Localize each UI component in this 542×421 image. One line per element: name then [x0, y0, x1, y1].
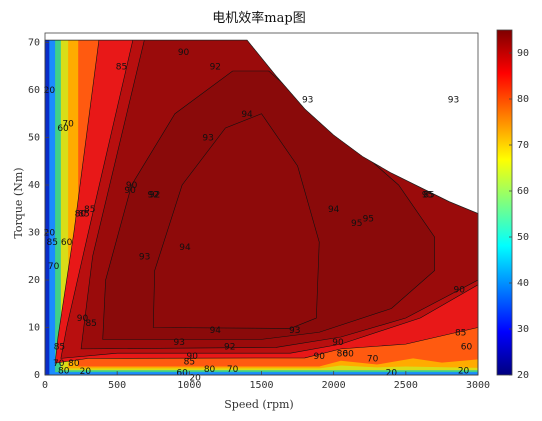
contour-label: 93 [448, 96, 459, 106]
contour-label: 90 [332, 338, 344, 348]
x-tick-label: 1500 [249, 380, 273, 391]
contour-label: 93 [302, 96, 313, 106]
contour-label: 90 [186, 352, 198, 362]
x-tick-label: 0 [42, 380, 48, 391]
contour-label: 93 [174, 338, 185, 348]
contour-94 [152, 113, 320, 329]
contour-label: 70 [48, 262, 60, 272]
contour-label: 60 [461, 343, 473, 353]
contour-label: 80 [68, 359, 80, 369]
x-tick-label: 2500 [394, 380, 418, 391]
contour-label: 92 [148, 191, 159, 201]
contour-label: 80 [75, 210, 87, 220]
contour-label: 94 [241, 110, 253, 120]
y-tick-label: 50 [28, 133, 40, 144]
contour-label: 94 [179, 243, 191, 253]
contour-label: 90 [77, 314, 89, 324]
colorbar-tick-label: 70 [517, 140, 529, 151]
colorbar-tick-label: 50 [517, 232, 529, 243]
y-tick-label: 30 [28, 228, 40, 239]
contour-label: 95 [351, 219, 362, 229]
contour-label: 20 [189, 373, 201, 383]
x-axis: 0 500 1000 1500 2000 2500 3000 [42, 371, 490, 391]
x-tick-label: 1000 [177, 380, 201, 391]
contour-label: 70 [367, 354, 379, 364]
contour-label: 92 [210, 62, 221, 72]
contour-label: 20 [386, 369, 398, 379]
contour-label: 90 [454, 286, 466, 296]
contour-label: 85 [116, 62, 127, 72]
y-tick-label: 70 [28, 38, 40, 49]
contour-label: 94 [210, 326, 222, 336]
contour-label: 85 [54, 343, 65, 353]
colorbar-tick-label: 90 [517, 48, 529, 59]
contour-label: 60 [176, 369, 188, 379]
colorbar-tick-label: 80 [517, 94, 529, 105]
y-axis-label: Torque (Nm) [12, 167, 25, 238]
contour-label: 70 [62, 119, 74, 129]
contour-label: 20 [458, 366, 470, 376]
chart-title: 电机效率map图 [212, 10, 305, 26]
contour-label: 95 [363, 214, 374, 224]
colorbar-tick-label: 40 [517, 278, 529, 289]
x-tick-label: 500 [108, 380, 126, 391]
contour-label: 93 [202, 134, 213, 144]
contour-label: 85 [423, 191, 434, 201]
contour-label: 90 [126, 181, 138, 191]
contour-label: 92 [224, 343, 235, 353]
contour-label: 60 [57, 124, 69, 134]
y-tick-label: 10 [28, 323, 40, 334]
contour-label: 90 [124, 186, 136, 196]
colorbar: 20 30 40 50 60 70 80 90 [496, 29, 529, 381]
contour-label: 60 [342, 350, 354, 360]
colorbar-tick-label: 60 [517, 186, 529, 197]
y-tick-label: 0 [34, 370, 40, 381]
contour-label: 60 [61, 238, 73, 248]
contour-label: 95 [422, 191, 433, 201]
contour-label: 20 [44, 229, 56, 239]
contour-label: 85 [85, 319, 96, 329]
contour-label: 85 [84, 205, 95, 215]
contour-label: 93 [289, 326, 300, 336]
y-tick-label: 60 [28, 85, 40, 96]
x-tick-label: 2000 [322, 380, 346, 391]
x-axis-label: Speed (rpm) [224, 398, 293, 411]
contour-label: 85 [46, 238, 57, 248]
contour-label: 85 [455, 328, 466, 338]
contour-label: 20 [80, 367, 92, 377]
contour-label: 85 [184, 358, 195, 368]
contour-label: 20 [44, 86, 56, 96]
contour-label: 85 [78, 210, 89, 220]
colorbar-tick-label: 20 [517, 370, 529, 381]
contour-label: 92 [149, 191, 160, 201]
colorbar-bar [496, 29, 513, 376]
y-tick-label: 40 [28, 180, 40, 191]
x-tick-label: 3000 [466, 380, 490, 391]
contour-label: 90 [314, 352, 326, 362]
contour-label: 70 [227, 365, 239, 375]
contour-label: 80 [204, 365, 216, 375]
colorbar-tick-label: 30 [517, 324, 529, 335]
y-axis: 0 10 20 30 40 50 60 70 [28, 38, 49, 381]
contour-label: 80 [58, 366, 70, 376]
contour-label: 94 [328, 205, 340, 215]
contour-label: 93 [139, 252, 150, 262]
contour-label: 90 [178, 48, 190, 58]
y-tick-label: 20 [28, 275, 40, 286]
contour-label: 80 [337, 350, 349, 360]
contour-label: 70 [53, 359, 65, 369]
